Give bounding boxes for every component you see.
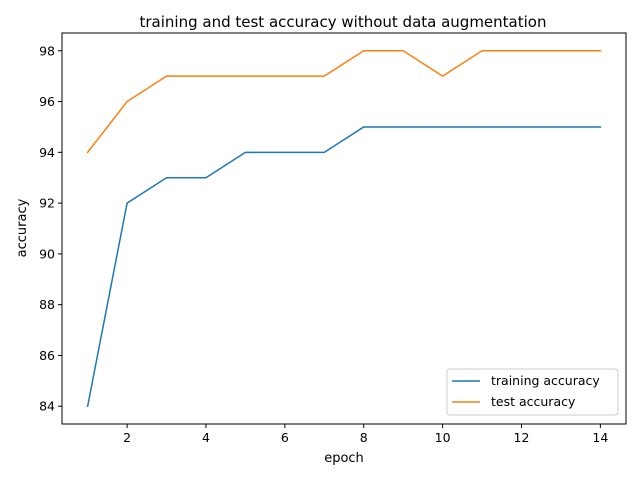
x-axis-label: epoch	[324, 451, 364, 466]
y-tick-label: 84	[39, 399, 55, 414]
x-tick-label: 8	[360, 430, 368, 445]
chart-title: training and test accuracy without data …	[140, 13, 547, 31]
x-tick-label: 10	[435, 430, 451, 445]
y-tick-label: 92	[39, 196, 55, 211]
x-axis-ticks: 2 4 6 8 10 12 14	[123, 424, 608, 445]
x-tick-label: 12	[514, 430, 530, 445]
y-tick-label: 96	[39, 94, 55, 109]
plot-area	[61, 32, 627, 425]
series-line-training-accuracy	[86, 126, 602, 408]
y-axis-label: accuracy	[15, 198, 30, 257]
x-tick-label: 2	[123, 430, 131, 445]
x-tick-label: 14	[592, 430, 608, 445]
x-tick-label: 6	[281, 430, 289, 445]
y-axis-ticks: 84 86 88 90 92 94 96 98	[39, 43, 62, 414]
legend-label-training-accuracy: training accuracy	[491, 373, 600, 388]
axes-frame	[61, 32, 627, 425]
legend-box	[446, 368, 619, 416]
x-tick-label: 4	[202, 430, 210, 445]
y-tick-label: 88	[39, 297, 55, 312]
legend-label-test-accuracy: test accuracy	[491, 394, 576, 409]
y-tick-label: 94	[39, 145, 55, 160]
legend: training accuracy test accuracy	[446, 368, 619, 416]
y-tick-label: 90	[39, 246, 55, 261]
series-layer	[86, 50, 602, 408]
series-line-test-accuracy	[86, 50, 602, 154]
y-tick-label: 86	[39, 348, 55, 363]
y-tick-label: 98	[39, 43, 55, 58]
